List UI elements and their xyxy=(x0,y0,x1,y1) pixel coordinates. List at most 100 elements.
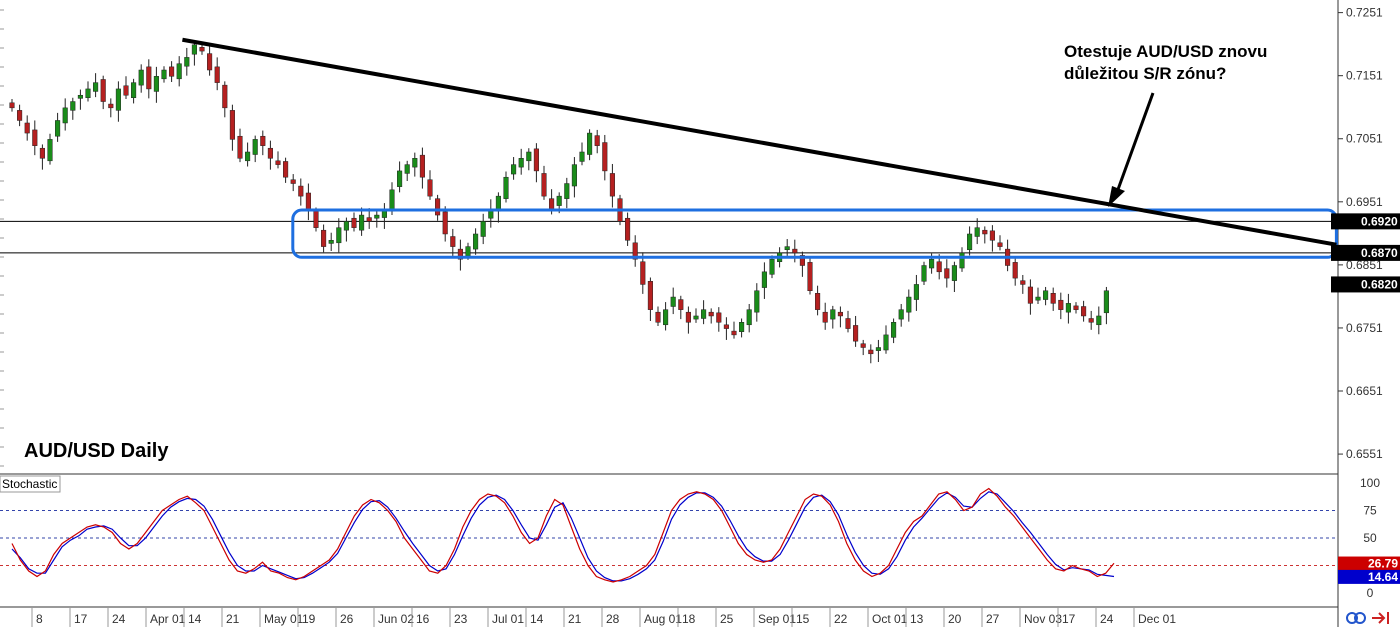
stochastic-value-label: 14.64 xyxy=(1368,570,1398,584)
candle-body xyxy=(815,293,821,310)
price-tick-label: 0.7251 xyxy=(1346,6,1383,20)
candle-body xyxy=(929,258,935,269)
time-tick-label: Nov 03 xyxy=(1024,612,1062,626)
candle-body xyxy=(921,265,927,282)
candle-body xyxy=(169,66,175,77)
candle-body xyxy=(913,284,919,300)
candle-body xyxy=(32,129,38,146)
candle-body xyxy=(115,88,121,111)
stochastic-lines xyxy=(11,487,1115,583)
candle-body xyxy=(860,343,866,348)
price-tick-label: 0.6951 xyxy=(1346,195,1383,209)
candle-body xyxy=(267,147,273,159)
chart-title: AUD/USD Daily xyxy=(24,440,169,462)
candle-body xyxy=(807,262,813,291)
candle-body xyxy=(9,102,15,109)
candle-body xyxy=(108,103,114,109)
candle-body xyxy=(305,192,311,210)
price-tag-label: 0.6920 xyxy=(1361,214,1398,228)
candle-body xyxy=(1050,293,1056,304)
candle-body xyxy=(739,322,745,332)
candle-body xyxy=(845,318,851,329)
candle-body xyxy=(974,227,980,237)
price-tick-label: 0.6551 xyxy=(1346,447,1383,461)
candle-body xyxy=(343,221,349,231)
time-tick-label: 22 xyxy=(834,612,848,626)
time-tick-label: 28 xyxy=(606,612,620,626)
candle-body xyxy=(587,132,593,155)
candle-body xyxy=(1103,290,1109,314)
candle-body xyxy=(62,107,68,124)
candle-body xyxy=(837,311,843,317)
candle-body xyxy=(435,198,441,216)
candle-body xyxy=(252,139,258,155)
price-tick-label: 0.7051 xyxy=(1346,132,1383,146)
price-tick-label: 0.7151 xyxy=(1346,69,1383,83)
candle-body xyxy=(716,312,722,323)
candle-body xyxy=(39,147,45,159)
stochastic-value-tag xyxy=(1338,556,1400,571)
candle-body xyxy=(799,255,805,266)
candle-body xyxy=(138,69,144,86)
time-tick-label: 8 xyxy=(36,612,43,626)
time-tick-label: Dec 01 xyxy=(1138,612,1176,626)
time-tick-label: 17 xyxy=(74,612,88,626)
candle-body xyxy=(761,271,767,288)
price-tick-label: 0.6651 xyxy=(1346,384,1383,398)
time-tick-label: 14 xyxy=(530,612,544,626)
candle-body xyxy=(123,85,129,96)
candle-body xyxy=(503,176,509,199)
candle-body xyxy=(511,164,517,175)
time-tick-label: 27 xyxy=(986,612,1000,626)
price-tags: 0.6920 0.6870 0.6820 xyxy=(1331,213,1400,293)
candle-body xyxy=(427,179,433,197)
candle-body xyxy=(77,94,83,99)
candle-body xyxy=(898,309,904,320)
time-tick-label: 16 xyxy=(416,612,430,626)
candle-body xyxy=(457,248,463,260)
candle-body xyxy=(93,82,99,92)
candle-body xyxy=(685,311,691,323)
candle-body xyxy=(830,309,836,320)
price-tag xyxy=(1331,276,1400,293)
arrow-head xyxy=(1108,186,1125,207)
candle-body xyxy=(222,84,228,109)
time-tick-label: 13 xyxy=(910,612,924,626)
stochastic-label-box xyxy=(0,475,61,493)
main-pane xyxy=(0,0,1338,473)
time-tick-label: 26 xyxy=(340,612,354,626)
candle-body xyxy=(655,311,661,323)
candle-body xyxy=(609,173,615,197)
go-to-end-icon[interactable] xyxy=(1372,612,1389,624)
stochastic-value-label: 26.79 xyxy=(1368,557,1398,571)
price-tag-label: 0.6870 xyxy=(1361,246,1398,260)
link-icon[interactable] xyxy=(1346,612,1366,624)
time-tick-label: 24 xyxy=(1100,612,1114,626)
time-tick-label: Jul 01 xyxy=(492,612,524,626)
candle-body xyxy=(967,233,973,250)
horizontal-lines xyxy=(0,220,1338,254)
stochastic-label: Stochastic xyxy=(2,477,57,491)
time-tick-label: Apr 01 xyxy=(150,612,186,626)
candle-body xyxy=(989,230,995,241)
stochastic-tick-label: 50 xyxy=(1363,531,1377,545)
candle-body xyxy=(556,195,562,206)
time-tick-label: May 01 xyxy=(264,612,304,626)
time-tick-label: 21 xyxy=(226,612,240,626)
candle-body xyxy=(936,261,942,273)
stochastic-k-line xyxy=(11,487,1115,583)
candle-body xyxy=(85,88,91,99)
candle-body xyxy=(951,265,957,281)
candle-body xyxy=(1043,290,1049,300)
time-tick-label: 18 xyxy=(682,612,696,626)
candle-body xyxy=(579,151,585,162)
candle-body xyxy=(176,63,182,80)
candle-body xyxy=(723,324,729,329)
candle-body xyxy=(1058,299,1064,310)
candle-body xyxy=(55,120,61,137)
candle-body xyxy=(283,161,289,178)
stochastic-levels xyxy=(0,510,1338,566)
sr-zone-box xyxy=(291,208,1338,259)
time-tick-label: Jun 02 xyxy=(378,612,414,626)
